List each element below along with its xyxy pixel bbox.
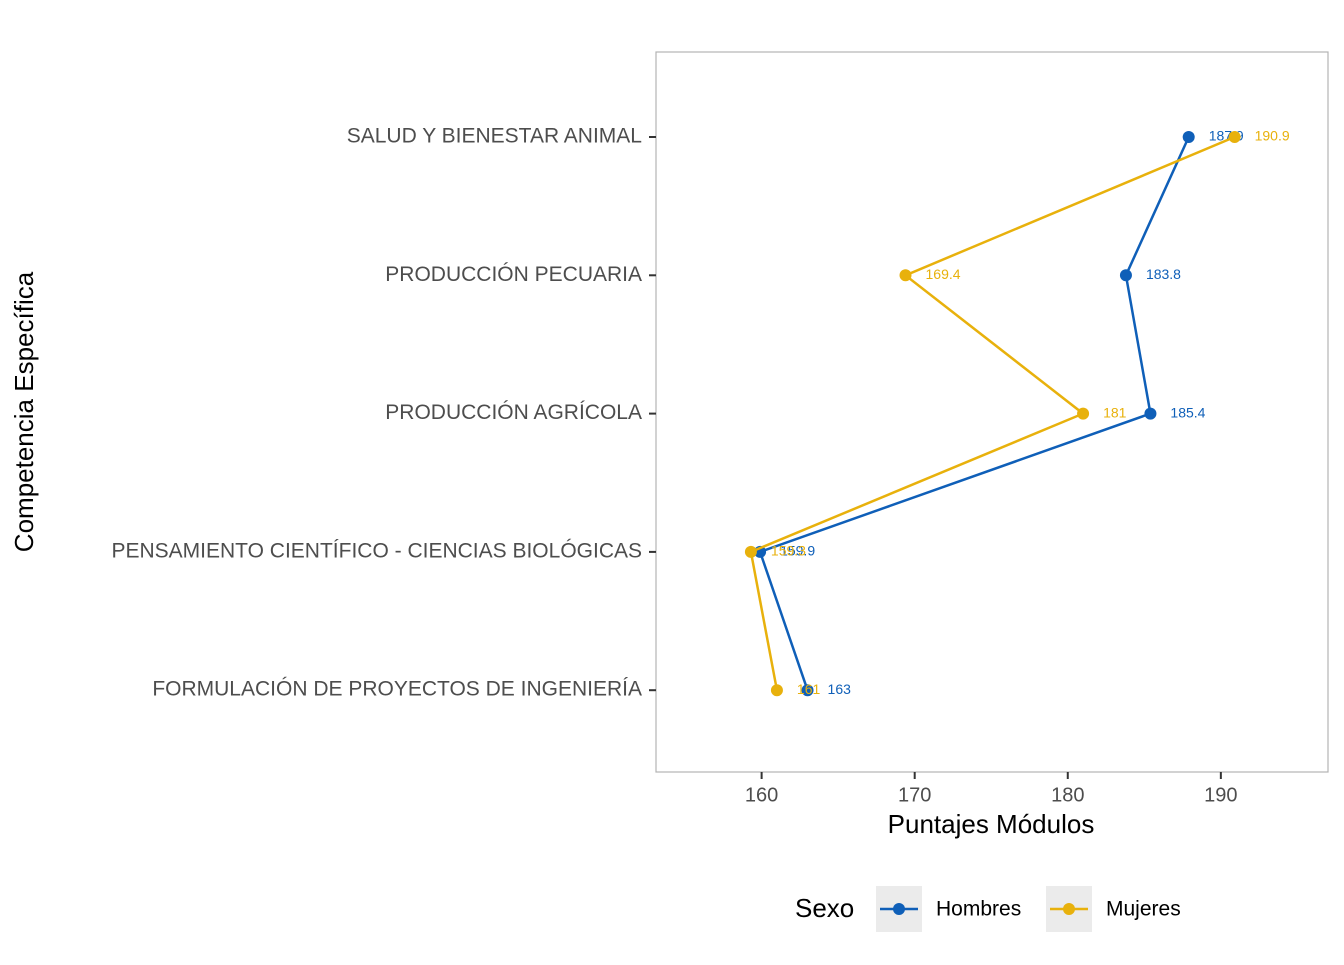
x-tick-label: 170 (898, 784, 931, 806)
point (744, 545, 757, 558)
value-label: 161 (797, 681, 821, 697)
point (1182, 131, 1195, 143)
y-tick-label: PRODUCCIÓN AGRÍCOLA (385, 401, 642, 424)
x-tick-label: 180 (1051, 784, 1084, 806)
value-label: 159.9 (780, 543, 815, 559)
point (899, 269, 912, 282)
value-label: 159.3 (771, 543, 806, 559)
x-tick-label: 160 (745, 784, 778, 806)
plot-panel (655, 51, 1329, 773)
value-label: 185.4 (1170, 404, 1205, 420)
x-axis-title: Puntajes Módulos (888, 809, 1095, 839)
value-label: 181 (1103, 404, 1127, 420)
value-label: 163 (828, 681, 852, 697)
y-tick-label: PENSAMIENTO CIENTÍFICO - CIENCIAS BIOLÓG… (111, 539, 642, 562)
value-label: 183.8 (1146, 266, 1181, 282)
point (1228, 131, 1241, 143)
y-tick-label: FORMULACIÓN DE PROYECTOS DE INGENIERÍA (152, 678, 642, 701)
legend-label: Mujeres (1106, 898, 1181, 921)
value-label: 169.4 (926, 266, 961, 282)
legend-title: Sexo (795, 893, 854, 923)
point (801, 684, 814, 697)
point (1077, 407, 1090, 420)
legend-label: Hombres (936, 898, 1021, 921)
point (1144, 407, 1157, 420)
point (770, 684, 783, 697)
point (1119, 269, 1132, 282)
legend-point (893, 903, 905, 915)
y-axis-title: Competencia Específica (9, 271, 39, 552)
value-label: 190.9 (1255, 128, 1290, 144)
y-tick-label: SALUD Y BIENESTAR ANIMAL (347, 125, 642, 148)
y-tick-label: PRODUCCIÓN PECUARIA (385, 263, 642, 286)
x-tick-label: 190 (1204, 784, 1237, 806)
series-line (749, 135, 1236, 691)
legend-point (1063, 903, 1075, 915)
